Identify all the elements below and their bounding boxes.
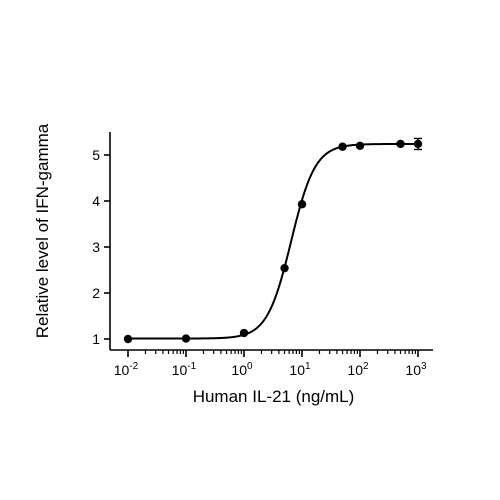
x-tick-label: 102 — [347, 361, 369, 378]
x-tick-label: 103 — [405, 361, 427, 378]
data-point — [239, 328, 249, 338]
x-tick-label: 101 — [289, 361, 311, 378]
data-point — [123, 334, 133, 344]
y-tick-label: 5 — [92, 147, 100, 163]
data-point — [297, 200, 307, 209]
x-tick-label: 100 — [231, 361, 253, 378]
x-axis-title: Human IL-21 (ng/mL) — [193, 387, 355, 406]
x-tick-label: 10-1 — [172, 361, 197, 378]
y-tick-label: 1 — [92, 331, 100, 347]
data-point — [181, 334, 191, 343]
data-point — [396, 139, 405, 149]
y-tick-label: 4 — [92, 193, 100, 209]
y-axis-title: Relative level of IFN-gamma — [33, 123, 52, 338]
fit-curve — [128, 142, 419, 340]
data-point — [355, 141, 365, 150]
data-point — [413, 139, 423, 149]
y-tick-label: 2 — [92, 285, 100, 301]
data-point — [338, 142, 347, 151]
data-point — [280, 263, 289, 273]
x-tick-label: 10-2 — [114, 361, 139, 378]
y-tick-label: 3 — [92, 239, 100, 255]
